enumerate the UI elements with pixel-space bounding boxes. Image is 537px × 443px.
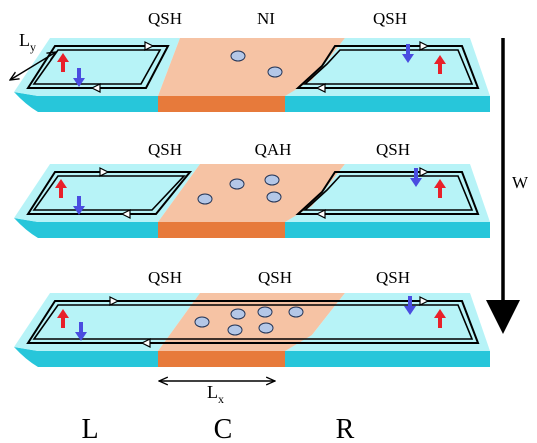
spin-down-arrow	[402, 44, 414, 63]
spin-down-arrow	[73, 68, 85, 87]
impurity-dot	[230, 50, 246, 62]
right-qsh-slab	[285, 293, 490, 367]
impurity-dot	[266, 191, 282, 203]
row-3-left-label: QSH	[148, 268, 182, 287]
region-label-right: R	[336, 414, 355, 443]
left-qsh-slab	[14, 38, 180, 112]
row-3-right-label: QSH	[376, 268, 410, 287]
impurity-dot	[288, 306, 304, 318]
junction-row-3	[14, 293, 490, 367]
impurity-dot	[257, 306, 273, 318]
spin-up-arrow	[57, 53, 69, 72]
row-2-left-label: QSH	[148, 140, 182, 159]
spin-up-arrow	[55, 179, 67, 198]
edge-state-loops-row-3	[26, 300, 480, 344]
loop-direction-markers	[90, 41, 430, 348]
w-axis-arrow	[486, 38, 520, 334]
spin-down-arrow	[75, 322, 87, 341]
right-qsh-slab	[285, 164, 490, 238]
impurity-dot	[267, 66, 283, 78]
row-1-center-label: NI	[257, 9, 275, 28]
impurity-dot	[194, 316, 210, 328]
row-1-right-label: QSH	[373, 9, 407, 28]
impurity-dot	[230, 308, 246, 320]
spin-up-arrow	[57, 309, 69, 328]
spin-up-arrow	[434, 309, 446, 328]
row-2-right-label: QSH	[376, 140, 410, 159]
center-slab	[158, 38, 345, 112]
spin-down-arrow	[410, 168, 422, 187]
junction-row-2	[14, 164, 490, 238]
impurity-dot	[258, 322, 274, 334]
w-axis-label: W	[512, 173, 529, 192]
row-3-center-label: QSH	[258, 268, 292, 287]
center-slab	[158, 164, 345, 238]
row-1-left-label: QSH	[148, 9, 182, 28]
spin-up-arrow	[434, 55, 446, 74]
ly-dimension-arrow	[10, 52, 56, 80]
spin-arrows	[55, 44, 446, 341]
edge-state-loops-row-2	[26, 171, 480, 215]
lx-label: Lx	[207, 382, 224, 406]
impurity-dots	[194, 50, 304, 336]
impurity-dot	[197, 193, 213, 205]
impurity-dot	[227, 324, 243, 336]
junction-row-1	[14, 38, 490, 112]
region-label-left: L	[81, 414, 98, 443]
spin-down-arrow	[73, 196, 85, 215]
right-qsh-slab	[285, 38, 490, 112]
ly-label: Ly	[19, 30, 36, 54]
impurity-dot	[264, 174, 280, 186]
spin-up-arrow	[434, 179, 446, 198]
row-2-center-label: QAH	[255, 140, 292, 159]
impurity-dot	[229, 178, 245, 190]
spin-down-arrow	[404, 296, 416, 315]
region-label-center: C	[214, 414, 233, 443]
left-qsh-slab	[14, 293, 200, 367]
